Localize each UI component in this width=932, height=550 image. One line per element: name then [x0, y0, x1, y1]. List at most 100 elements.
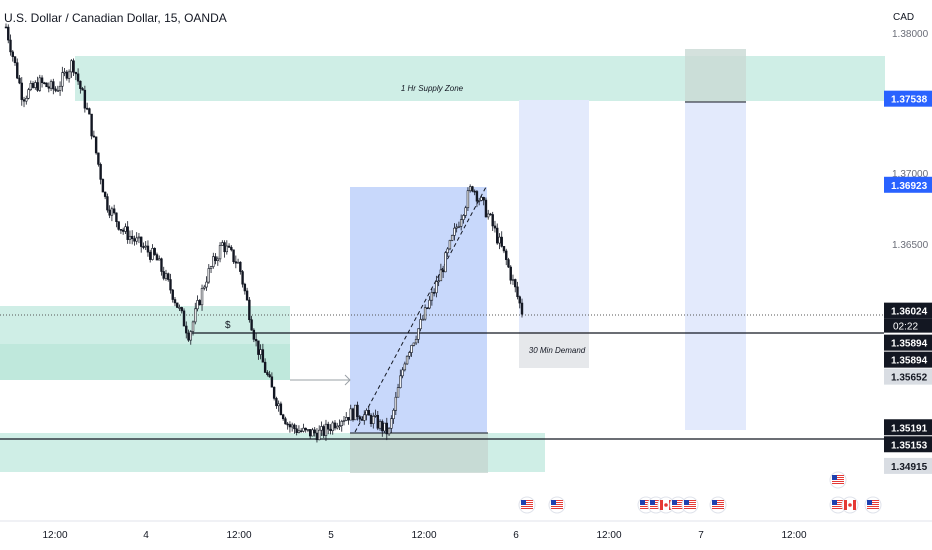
candle-body: [468, 186, 472, 192]
candle-body: [489, 213, 492, 216]
candle-body: [133, 238, 136, 242]
candle-body: [313, 429, 316, 434]
candle-body: [444, 252, 447, 273]
candle-body: [290, 424, 294, 428]
countdown: 02:22: [893, 322, 918, 333]
candle-body: [372, 415, 375, 424]
candle-body: [182, 310, 186, 327]
candle-body: [448, 240, 452, 250]
candle-body: [259, 349, 262, 355]
candle-body: [304, 427, 307, 431]
candle-body: [299, 430, 303, 433]
candle-body: [421, 318, 425, 321]
demand-zone-label: 30 Min Demand: [529, 346, 586, 355]
candle-body: [509, 266, 512, 281]
candle-body: [63, 71, 66, 74]
price-badge: 1.35894: [891, 339, 928, 350]
candle-body: [97, 152, 100, 165]
candle-body: [92, 135, 96, 138]
candle-body: [342, 420, 346, 422]
candle-body: [212, 256, 215, 267]
candle-body: [399, 375, 402, 388]
candle-body: [31, 83, 35, 88]
zone-arrow-head: [344, 374, 351, 386]
candle-body: [322, 426, 325, 436]
candle-body: [410, 345, 413, 353]
price-axis[interactable]: CAD 1.38000 1.37000 1.36500: [892, 12, 929, 251]
supply-zone-label: 1 Hr Supply Zone: [401, 84, 464, 93]
candle-body: [471, 186, 474, 192]
candle-body: [187, 332, 190, 341]
candle-body: [270, 376, 274, 388]
candle-body: [248, 299, 251, 321]
candle-body: [487, 213, 490, 218]
candle-body: [482, 197, 485, 201]
candle-body: [158, 258, 161, 261]
candle-body: [257, 340, 260, 355]
candle-body: [45, 82, 48, 88]
candle-body: [200, 288, 204, 306]
candle-body: [243, 283, 247, 292]
candle-body: [112, 208, 116, 214]
price-badge: 1.35894: [891, 356, 928, 367]
candle-body: [324, 423, 328, 436]
candle-body: [90, 113, 93, 137]
candle-body: [43, 82, 46, 85]
candle-body: [108, 209, 111, 216]
us-flag-icon[interactable]: [829, 471, 847, 489]
time-tick: 12:00: [226, 530, 251, 541]
candle-body: [511, 279, 515, 281]
candle-body: [65, 71, 69, 79]
long-position-stop-box: [350, 433, 488, 473]
candle-body: [245, 290, 249, 301]
candle-body: [25, 97, 28, 102]
us-flag-icon[interactable]: [829, 496, 847, 514]
candle-body: [441, 269, 445, 273]
dollar-marker: $: [225, 320, 231, 331]
candle-body: [394, 396, 398, 411]
us-flag-icon[interactable]: [709, 496, 727, 514]
symbol-title[interactable]: U.S. Dollar / Canadian Dollar, 15, OANDA: [4, 11, 227, 25]
candle-body: [234, 261, 238, 264]
economic-events[interactable]: [518, 471, 882, 514]
candle-body: [293, 424, 296, 430]
candle-body: [302, 427, 305, 432]
candle-body: [327, 423, 330, 430]
candle-body: [191, 321, 195, 332]
candle-body: [480, 197, 483, 201]
candle-body: [196, 300, 199, 310]
time-tick: 6: [513, 530, 519, 541]
candle-body: [207, 268, 210, 283]
candle-body: [320, 426, 323, 431]
candle-body: [356, 404, 359, 417]
long-position-box: [350, 187, 487, 433]
candle-body: [281, 414, 285, 420]
candle-body: [83, 89, 87, 109]
candle-body: [38, 77, 41, 91]
time-tick: 5: [328, 530, 334, 541]
us-flag-icon[interactable]: [864, 496, 882, 514]
canada-flag-icon[interactable]: [841, 496, 859, 514]
candle-body: [272, 386, 276, 399]
candle-body: [110, 208, 114, 216]
candle-body: [403, 363, 407, 371]
candle-body: [428, 299, 431, 309]
candle-body: [439, 269, 443, 282]
candle-body: [493, 225, 497, 229]
candle-body: [194, 308, 197, 323]
candle-body: [376, 414, 379, 429]
candle-body: [162, 271, 165, 279]
candle-body: [349, 408, 352, 421]
candle-body: [466, 190, 470, 209]
candle-body: [232, 249, 235, 263]
us-flag-icon[interactable]: [548, 496, 566, 514]
time-axis[interactable]: 12:00 4 12:00 5 12:00 6 12:00 7 12:00: [42, 530, 806, 541]
candle-body: [261, 349, 265, 363]
candle-body: [475, 191, 479, 202]
projection-box-2: [685, 102, 746, 430]
us-flag-icon[interactable]: [681, 496, 699, 514]
us-flag-icon[interactable]: [669, 496, 687, 514]
candle-body: [101, 179, 105, 193]
us-flag-icon[interactable]: [518, 496, 536, 514]
